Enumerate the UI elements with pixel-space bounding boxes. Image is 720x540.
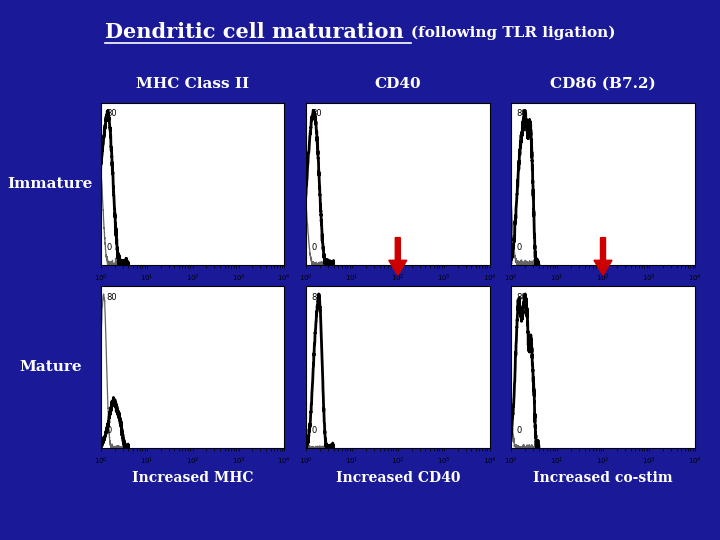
Text: 0: 0 (107, 242, 112, 252)
Text: 80: 80 (107, 109, 117, 118)
Text: 0: 0 (312, 242, 317, 252)
Text: Increased MHC: Increased MHC (132, 471, 253, 485)
Text: 0: 0 (517, 242, 522, 252)
Text: Immature: Immature (8, 177, 93, 191)
Text: 80: 80 (312, 293, 322, 302)
Text: Increased CD40: Increased CD40 (336, 471, 460, 485)
Text: MHC Class II: MHC Class II (136, 77, 249, 91)
Text: 0: 0 (107, 426, 112, 435)
Text: 80: 80 (517, 293, 527, 302)
Text: 0: 0 (312, 426, 317, 435)
Text: 0: 0 (517, 426, 522, 435)
Text: 80: 80 (517, 109, 527, 118)
Text: CD40: CD40 (374, 77, 421, 91)
Text: 80: 80 (107, 293, 117, 302)
Text: Increased co-stim: Increased co-stim (534, 471, 672, 485)
Text: (following TLR ligation): (following TLR ligation) (410, 25, 616, 39)
Text: Dendritic cell maturation: Dendritic cell maturation (104, 22, 410, 43)
Text: Mature: Mature (19, 360, 81, 374)
Text: 80: 80 (312, 109, 322, 118)
Text: CD86 (B7.2): CD86 (B7.2) (550, 77, 656, 91)
